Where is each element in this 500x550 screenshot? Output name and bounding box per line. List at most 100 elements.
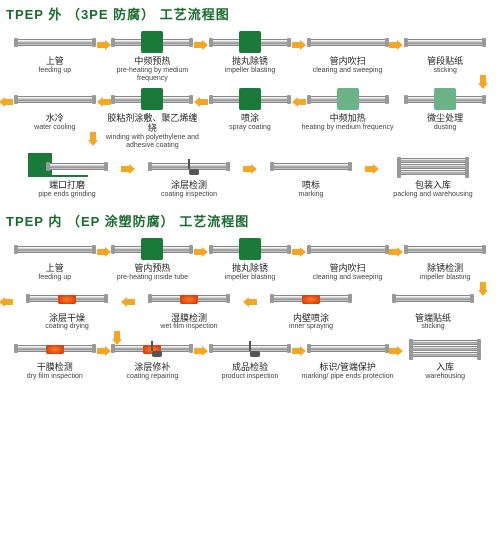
step-icon — [207, 335, 293, 361]
step-label-cn: 上管 — [46, 264, 64, 274]
step-icon — [109, 86, 195, 112]
process-step: 湿膜检测wet film inspection — [128, 286, 250, 332]
step-icon — [390, 286, 476, 312]
step-icon — [305, 29, 391, 55]
process-step: 管内吹扫clearing and sweeping — [299, 236, 397, 282]
process-step: 胶粘剂涂敷、聚乙烯缠绕winding with polyethylene and… — [104, 86, 202, 149]
step-label-cn: 管内吹扫 — [330, 264, 366, 274]
step-icon — [207, 236, 293, 262]
process-row: 干膜检测dry film inspection涂层修补coating repai… — [6, 335, 494, 381]
process-row: 上管feeding up管内预热pre-heating inside tube抛… — [6, 236, 494, 282]
step-label-cn: 管内预热 — [134, 264, 170, 274]
step-label-en: marking/ pipe ends protection — [302, 373, 394, 381]
step-label-cn: 管端贴纸 — [415, 314, 451, 324]
step-icon — [24, 153, 110, 179]
step-label-cn: 水冷 — [46, 114, 64, 124]
arrow-left-icon — [121, 294, 135, 304]
process-row: 涂层干燥coating drying湿膜检测wet film inspectio… — [6, 286, 494, 332]
step-label-en: product inspection — [222, 373, 279, 381]
process-step: 包装入库packing and warehousing — [372, 153, 494, 199]
step-label-cn: 胶粘剂涂敷、聚乙烯缠绕 — [104, 114, 202, 134]
process-step: 涂层干燥coating drying — [6, 286, 128, 332]
step-icon — [402, 29, 488, 55]
step-label-en: warehousing — [425, 373, 465, 381]
process-step: 管内预热pre-heating inside tube — [104, 236, 202, 282]
step-label-en: feeding up — [38, 274, 71, 282]
step-label-en: impeller blasting — [225, 67, 276, 75]
step-label-cn: 管内吹扫 — [330, 57, 366, 67]
step-label-cn: 入库 — [436, 363, 454, 373]
process-step: 标识/管端保护marking/ pipe ends protection — [299, 335, 397, 381]
step-label-cn: 上管 — [46, 57, 64, 67]
step-icon — [305, 86, 391, 112]
step-label-en: coating repairing — [127, 373, 179, 381]
step-label-cn: 成品检验 — [232, 363, 268, 373]
step-label-en: water cooling — [34, 124, 75, 132]
step-label-cn: 抛丸除锈 — [232, 57, 268, 67]
process-step: 抛丸除锈impeller blasting — [201, 29, 299, 75]
step-label-cn: 中频加热 — [330, 114, 366, 124]
process-row: 水冷water cooling胶粘剂涂敷、聚乙烯缠绕winding with p… — [6, 86, 494, 149]
step-label-cn: 湿膜检测 — [171, 314, 207, 324]
step-label-en: feeding up — [38, 67, 71, 75]
step-icon — [402, 236, 488, 262]
step-icon — [305, 236, 391, 262]
process-step: 涂层修补coating repairing — [104, 335, 202, 381]
step-icon — [12, 29, 98, 55]
title-outer: TPEP 外 （3PE 防腐） 工艺流程图 — [6, 4, 494, 23]
step-icon — [109, 335, 195, 361]
step-icon — [268, 153, 354, 179]
step-icon — [109, 29, 195, 55]
step-label-cn: 中频预热 — [134, 57, 170, 67]
arrow-down-icon — [88, 132, 98, 146]
step-label-cn: 涂层检测 — [171, 181, 207, 191]
process-step: 抛丸除锈impeller blasting — [201, 236, 299, 282]
process-step: 上管feeding up — [6, 29, 104, 75]
process-step: 管段贴纸sticking — [396, 29, 494, 75]
step-icon — [390, 153, 476, 179]
step-label-en: packing and warehousing — [393, 191, 472, 199]
section-inner: TPEP 内 （EP 涂塑防腐） 工艺流程图 上管feeding up管内预热p… — [0, 207, 500, 389]
step-icon — [146, 286, 232, 312]
step-icon — [146, 153, 232, 179]
step-label-en: spray coating — [229, 124, 271, 132]
step-icon — [268, 286, 354, 312]
step-icon — [12, 236, 98, 262]
process-step: 微尘处理dusting — [396, 86, 494, 132]
step-label-en: inner spraying — [289, 323, 333, 331]
step-label-cn: 端口打磨 — [49, 181, 85, 191]
process-step: 入库warehousing — [396, 335, 494, 381]
process-row: 端口打磨pipe ends grinding涂层检测coating inspec… — [6, 153, 494, 199]
process-step: 内壁喷涂inner spraying — [250, 286, 372, 332]
step-icon — [24, 286, 110, 312]
arrow-left-icon — [243, 294, 257, 304]
step-icon — [402, 86, 488, 112]
step-label-cn: 涂层干燥 — [49, 314, 85, 324]
section-outer: TPEP 外 （3PE 防腐） 工艺流程图 上管feeding up 中频预热pr… — [0, 0, 500, 207]
process-step: 管内吹扫clearing and sweeping — [299, 29, 397, 75]
step-label-en: clearing and sweeping — [313, 67, 383, 75]
process-step: 上管feeding up — [6, 236, 104, 282]
step-label-en: pre-heating inside tube — [117, 274, 188, 282]
step-icon — [402, 335, 488, 361]
process-step: 涂层检测coating inspection — [128, 153, 250, 199]
step-label-cn: 除锈检测 — [427, 264, 463, 274]
step-label-cn: 喷标 — [302, 181, 320, 191]
step-label-en: heating by medium frequency — [302, 124, 394, 132]
step-icon — [109, 236, 195, 262]
process-step: 喷涂spray coating — [201, 86, 299, 132]
step-label-cn: 喷涂 — [241, 114, 259, 124]
step-label-cn: 标识/管端保护 — [319, 363, 376, 373]
step-label-cn: 抛丸除锈 — [232, 264, 268, 274]
process-step: 成品检验product inspection — [201, 335, 299, 381]
step-label-en: marking — [299, 191, 324, 199]
step-label-en: pipe ends grinding — [38, 191, 95, 199]
process-row: 上管feeding up 中频预热pre-heating by medium fr… — [6, 29, 494, 82]
process-step: 端口打磨pipe ends grinding — [6, 153, 128, 199]
process-step: 水冷water cooling — [6, 86, 104, 132]
step-label-en: pre-heating by medium frequency — [104, 67, 202, 82]
step-icon — [12, 335, 98, 361]
title-inner: TPEP 内 （EP 涂塑防腐） 工艺流程图 — [6, 211, 494, 230]
step-label-en: clearing and sweeping — [313, 274, 383, 282]
step-label-en: sticking — [434, 67, 457, 75]
